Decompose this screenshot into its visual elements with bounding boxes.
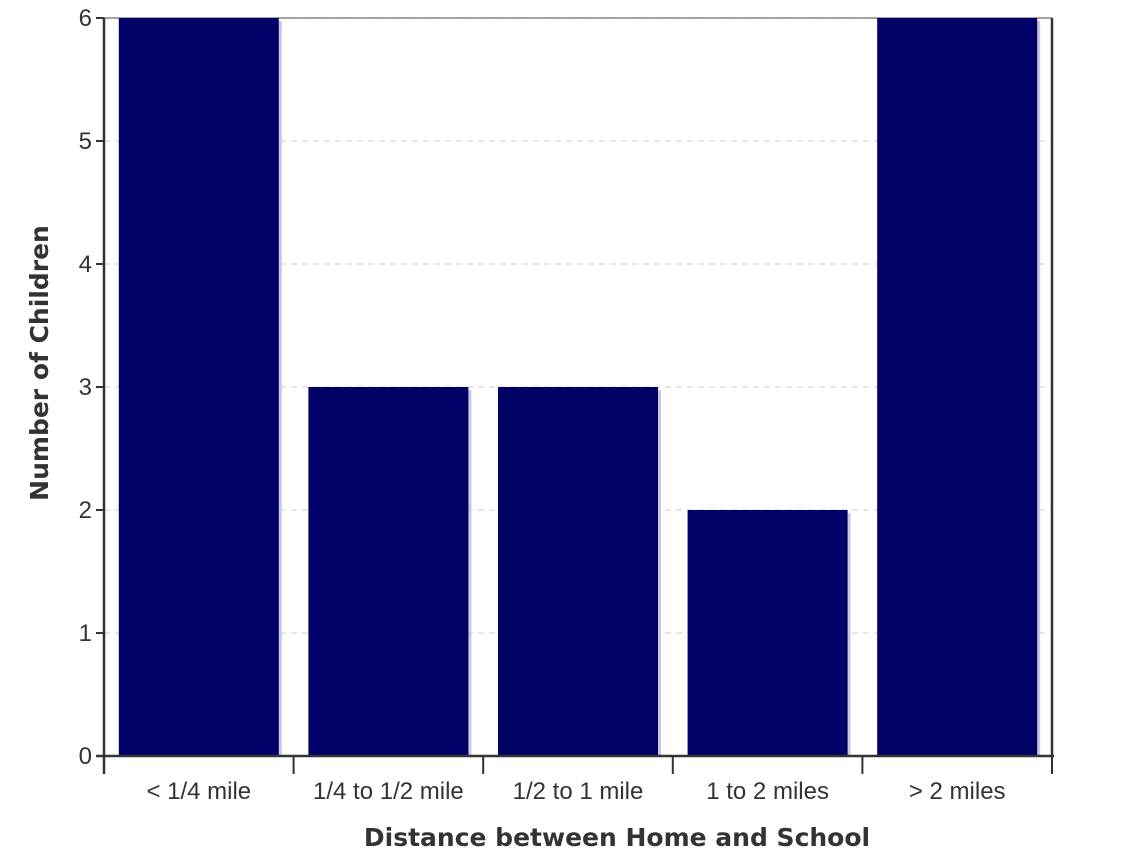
- x-tick-label: < 1/4 mile: [146, 778, 251, 805]
- x-tick-label: 1/4 to 1/2 mile: [313, 778, 464, 805]
- y-tick-label: 0: [79, 743, 92, 770]
- axes: [96, 18, 1054, 774]
- y-axis-ticks: 0 1 2 3 4 5 6: [79, 5, 104, 770]
- y-tick-label: 5: [79, 128, 92, 155]
- bar: [877, 18, 1038, 756]
- bar: [687, 510, 848, 756]
- x-tick-label: 1/2 to 1 mile: [513, 778, 644, 805]
- bars: [118, 18, 1041, 756]
- y-axis-title: Number of Children: [25, 225, 54, 501]
- y-tick-label: 1: [79, 620, 92, 647]
- bar: [118, 18, 279, 756]
- x-axis-title: Distance between Home and School: [364, 823, 870, 852]
- x-tick-label: 1 to 2 miles: [706, 778, 829, 805]
- y-tick-label: 2: [79, 497, 92, 524]
- bar: [308, 387, 469, 756]
- y-tick-label: 3: [79, 374, 92, 401]
- y-tick-label: 6: [79, 5, 92, 32]
- y-tick-label: 4: [79, 251, 92, 278]
- bar: [498, 387, 658, 756]
- x-axis-ticks: < 1/4 mile 1/4 to 1/2 mile 1/2 to 1 mile 1 …: [103, 756, 1053, 805]
- x-tick-label: > 2 miles: [909, 778, 1006, 805]
